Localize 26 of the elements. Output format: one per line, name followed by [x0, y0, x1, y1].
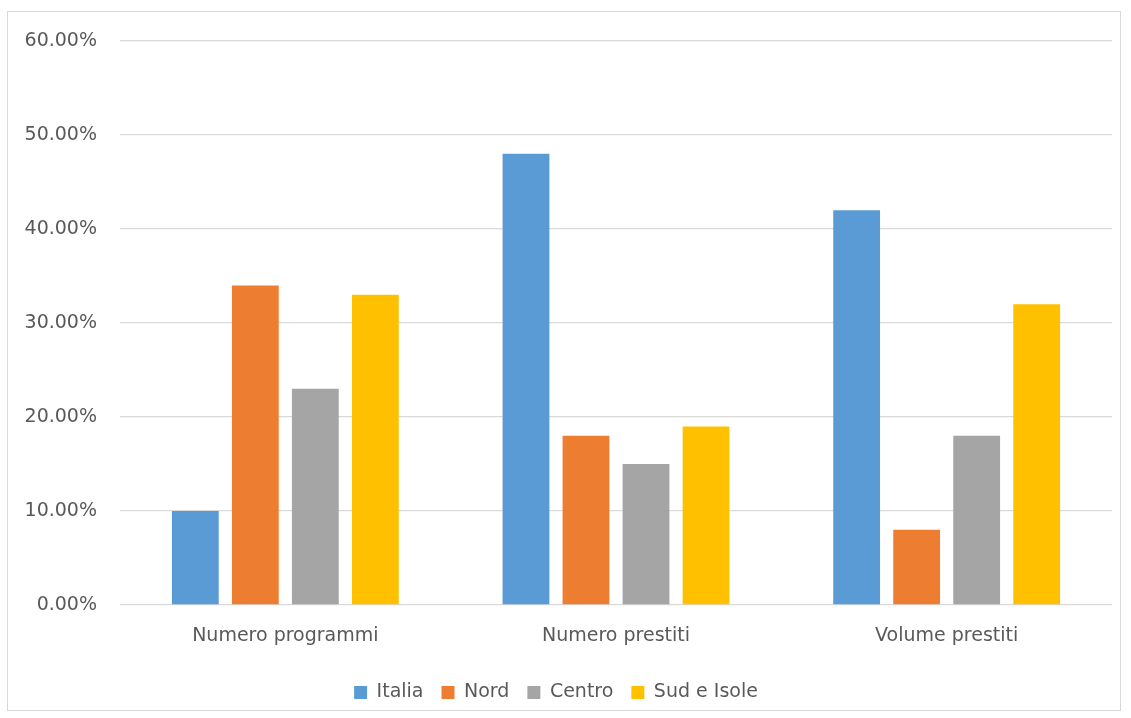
bar — [231, 285, 279, 605]
bar — [502, 153, 550, 605]
bar — [682, 426, 730, 605]
bar — [562, 435, 610, 605]
y-tick-label: 30.00% — [24, 309, 97, 332]
bar — [953, 435, 1001, 605]
y-tick-label: 60.00% — [24, 27, 97, 50]
y-tick-label: 50.00% — [24, 121, 97, 144]
bar — [291, 388, 339, 605]
bar — [351, 294, 399, 605]
bar — [1013, 304, 1061, 605]
y-tick-label: 40.00% — [24, 215, 97, 238]
y-tick-label: 20.00% — [24, 403, 97, 426]
bar — [171, 511, 219, 605]
bar — [893, 529, 941, 605]
x-tick-label: Numero programmi — [192, 623, 379, 646]
legend-label: Sud e Isole — [653, 679, 758, 702]
legend-label: Nord — [464, 679, 510, 702]
y-tick-label: 10.00% — [24, 497, 97, 520]
legend-label: Centro — [549, 679, 614, 702]
bar — [833, 210, 881, 605]
legend-label: Italia — [376, 679, 424, 702]
x-tick-label: Numero prestiti — [541, 623, 691, 646]
y-tick-label: 0.00% — [36, 591, 97, 614]
bar — [622, 464, 670, 605]
x-tick-label: Volume prestiti — [875, 623, 1019, 646]
